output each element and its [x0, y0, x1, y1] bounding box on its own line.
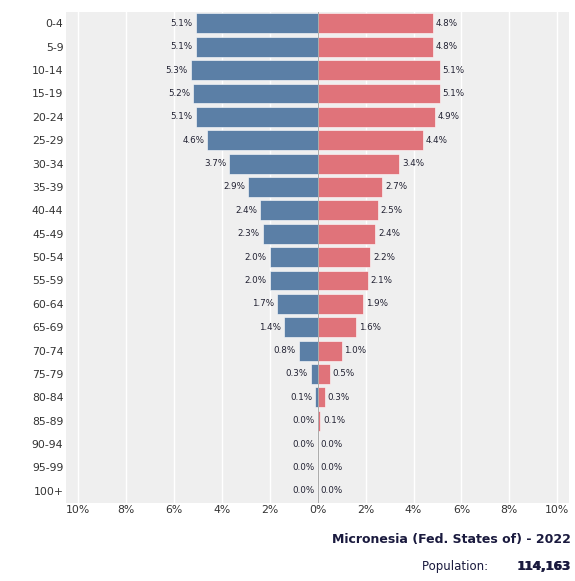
- Text: 0.0%: 0.0%: [293, 463, 315, 472]
- Bar: [196, 13, 317, 33]
- Bar: [317, 153, 399, 174]
- Text: 3.7%: 3.7%: [204, 159, 226, 168]
- Bar: [260, 200, 317, 220]
- Bar: [315, 388, 317, 407]
- Bar: [284, 317, 317, 337]
- Bar: [310, 364, 317, 384]
- Bar: [248, 177, 317, 197]
- Text: 1.4%: 1.4%: [259, 322, 281, 332]
- Text: 5.1%: 5.1%: [171, 42, 193, 51]
- Bar: [317, 411, 320, 431]
- Bar: [263, 224, 317, 243]
- Text: 2.4%: 2.4%: [378, 229, 400, 238]
- Text: 2.9%: 2.9%: [223, 182, 246, 192]
- Text: 0.0%: 0.0%: [321, 486, 343, 496]
- Text: PopulationPyramid.net: PopulationPyramid.net: [17, 546, 190, 558]
- Text: 114,163: 114,163: [518, 560, 572, 573]
- Bar: [196, 107, 317, 127]
- Bar: [193, 84, 317, 103]
- Text: 114,163: 114,163: [517, 560, 570, 573]
- Bar: [317, 224, 375, 243]
- Text: 2.1%: 2.1%: [371, 276, 393, 285]
- Bar: [317, 364, 329, 384]
- Text: 0.3%: 0.3%: [328, 393, 350, 402]
- Bar: [317, 317, 356, 337]
- Text: 0.0%: 0.0%: [293, 440, 315, 449]
- Text: Micronesia (Fed. States of) - 2022: Micronesia (Fed. States of) - 2022: [332, 533, 572, 546]
- Bar: [208, 130, 317, 150]
- Bar: [317, 271, 368, 290]
- Text: 2.2%: 2.2%: [373, 253, 395, 261]
- Bar: [317, 60, 440, 80]
- Text: 0.0%: 0.0%: [321, 440, 343, 449]
- Text: 5.1%: 5.1%: [443, 66, 465, 74]
- Text: 5.1%: 5.1%: [171, 19, 193, 28]
- Text: 5.3%: 5.3%: [166, 66, 188, 74]
- Text: 5.1%: 5.1%: [443, 89, 465, 98]
- Text: 0.8%: 0.8%: [273, 346, 296, 355]
- Text: 4.4%: 4.4%: [426, 136, 448, 145]
- Text: 2.0%: 2.0%: [245, 276, 267, 285]
- Text: 0.0%: 0.0%: [293, 416, 315, 425]
- Bar: [317, 37, 433, 56]
- Bar: [270, 271, 317, 290]
- Bar: [298, 340, 317, 361]
- Text: 4.6%: 4.6%: [183, 136, 205, 145]
- Text: 2.5%: 2.5%: [381, 206, 402, 215]
- Text: 0.5%: 0.5%: [332, 370, 355, 378]
- Text: 4.8%: 4.8%: [436, 19, 458, 28]
- Bar: [317, 388, 325, 407]
- Bar: [317, 177, 382, 197]
- Bar: [317, 247, 370, 267]
- Text: 3.4%: 3.4%: [402, 159, 424, 168]
- Text: Population:: Population:: [422, 560, 492, 573]
- Bar: [270, 247, 317, 267]
- Text: 0.0%: 0.0%: [321, 463, 343, 472]
- Text: 1.6%: 1.6%: [359, 322, 381, 332]
- Bar: [317, 200, 378, 220]
- Text: 4.8%: 4.8%: [436, 42, 458, 51]
- Text: 1.7%: 1.7%: [252, 299, 274, 309]
- Text: 2.0%: 2.0%: [245, 253, 267, 261]
- Text: 4.9%: 4.9%: [438, 112, 460, 121]
- Text: 1.9%: 1.9%: [366, 299, 388, 309]
- Text: 0.0%: 0.0%: [293, 486, 315, 496]
- Bar: [191, 60, 317, 80]
- Text: 2.7%: 2.7%: [385, 182, 407, 192]
- Bar: [317, 84, 440, 103]
- Bar: [317, 107, 435, 127]
- Bar: [196, 37, 317, 56]
- Text: 0.1%: 0.1%: [290, 393, 312, 402]
- Text: 0.3%: 0.3%: [285, 370, 308, 378]
- Bar: [229, 153, 317, 174]
- Bar: [317, 13, 433, 33]
- Text: 0.1%: 0.1%: [323, 416, 345, 425]
- Text: 2.3%: 2.3%: [237, 229, 260, 238]
- Text: 5.1%: 5.1%: [171, 112, 193, 121]
- Bar: [277, 294, 317, 314]
- Bar: [317, 340, 342, 361]
- Text: 1.0%: 1.0%: [344, 346, 367, 355]
- Bar: [317, 294, 363, 314]
- Bar: [317, 130, 423, 150]
- Text: 2.4%: 2.4%: [235, 206, 258, 215]
- Text: 5.2%: 5.2%: [168, 89, 190, 98]
